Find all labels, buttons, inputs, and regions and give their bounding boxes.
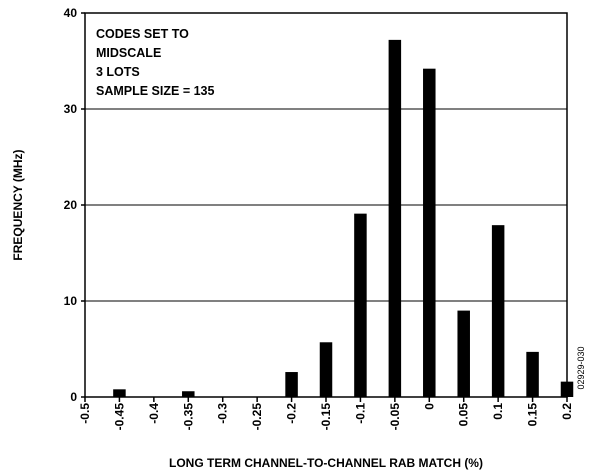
bar-0 [113,389,126,397]
bar-7 [457,310,470,397]
gridlines [85,108,567,302]
x-tick-label-10: 0 [422,403,436,410]
x-tick-label-1: -0.45 [112,403,126,431]
y-tick-label-1: 10 [64,294,78,308]
x-axis-title: LONG TERM CHANNEL-TO-CHANNEL RAB MATCH (… [169,456,483,470]
x-tick-label-11: 0.05 [457,403,471,427]
x-tick-label-14: 0.2 [560,403,574,420]
bar-4 [354,213,367,397]
bar-3 [319,342,333,397]
bars [113,39,574,398]
y-tick-label-2: 20 [64,198,78,212]
x-tick-label-13: 0.15 [526,403,540,427]
annotation-line-3: 3 LOTS [96,65,140,79]
bar-9 [526,351,539,397]
x-tick-label-4: -0.3 [216,403,230,424]
y-tick-label-4: 40 [64,6,78,20]
x-tick-label-2: -0.4 [147,403,161,424]
bar-5 [388,39,402,397]
x-tick-label-9: -0.05 [388,403,402,431]
y-axis-title: FREQUENCY (MHz) [11,149,25,260]
y-tick-label-0: 0 [70,390,77,404]
bar-8 [491,225,505,397]
figure-code: 02929-030 [576,346,586,389]
bar-1 [182,391,195,397]
bar-2 [285,372,298,397]
annotation-box: CODES SET TO MIDSCALE 3 LOTS SAMPLE SIZE… [96,27,214,98]
x-axis-ticks: -0.5 -0.45 -0.4 -0.35 -0.3 -0.25 -0.2 -0.15 -0.1… [78,397,574,430]
annotation-line-2: MIDSCALE [96,46,161,60]
x-tick-label-3: -0.35 [181,403,195,431]
x-tick-label-8: -0.1 [353,403,367,424]
x-tick-label-7: -0.15 [319,403,333,431]
x-tick-label-5: -0.25 [250,403,264,431]
x-tick-label-6: -0.2 [285,403,299,424]
x-tick-label-12: 0.1 [491,403,505,420]
annotation-line-1: CODES SET TO [96,27,189,41]
bar-6 [423,68,436,398]
x-tick-label-0: -0.5 [78,403,92,424]
annotation-line-4: SAMPLE SIZE = 135 [96,84,214,98]
y-tick-label-3: 30 [64,102,78,116]
y-axis-ticks: 0 10 20 30 40 [64,6,85,404]
